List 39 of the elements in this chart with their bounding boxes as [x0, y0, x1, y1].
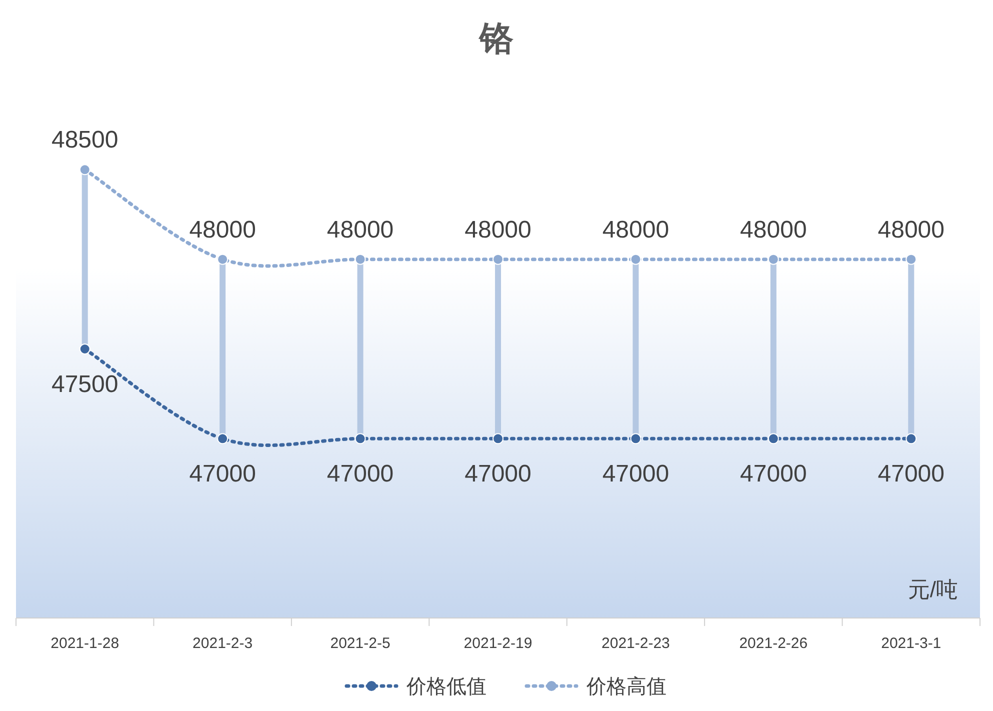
- data-label: 48500: [51, 126, 118, 154]
- point: [768, 254, 779, 265]
- point: [217, 254, 228, 265]
- data-label: 47000: [189, 460, 256, 488]
- point: [906, 433, 917, 444]
- data-label: 47000: [740, 460, 807, 488]
- point: [630, 433, 642, 444]
- data-label: 47000: [602, 460, 670, 488]
- point: [906, 254, 917, 265]
- data-label: 47500: [51, 371, 118, 398]
- x-tick-label: 2021-3-1: [881, 635, 942, 652]
- x-tick-label: 2021-2-3: [192, 635, 253, 652]
- data-label: 48000: [189, 216, 256, 244]
- data-label: 48000: [602, 216, 670, 244]
- x-tick-label: 2021-2-23: [602, 635, 670, 652]
- point: [492, 254, 504, 265]
- data-label: 47000: [464, 460, 532, 488]
- data-label: 47000: [326, 460, 394, 488]
- x-tick-label: 2021-2-26: [739, 635, 808, 652]
- point: [354, 433, 366, 444]
- legend-label: 价格高值: [586, 675, 666, 698]
- x-tick-label: 2021-2-5: [330, 635, 390, 652]
- point: [354, 254, 366, 265]
- point: [217, 433, 228, 444]
- data-label: 47000: [878, 460, 945, 488]
- data-label: 48000: [326, 216, 394, 244]
- chart-title: 铬: [478, 20, 514, 58]
- legend-label: 价格低值: [406, 676, 486, 698]
- x-tick-label: 2021-2-19: [464, 635, 532, 652]
- point: [79, 344, 90, 354]
- annotation: 元/吨: [908, 577, 958, 602]
- data-label: 48000: [878, 216, 945, 244]
- x-tick-label: 2021-1-28: [50, 635, 120, 652]
- point: [492, 433, 504, 444]
- data-label: 48000: [740, 216, 807, 244]
- point: [630, 254, 642, 265]
- point: [79, 164, 90, 176]
- data-label: 48000: [464, 216, 532, 244]
- point: [768, 433, 779, 444]
